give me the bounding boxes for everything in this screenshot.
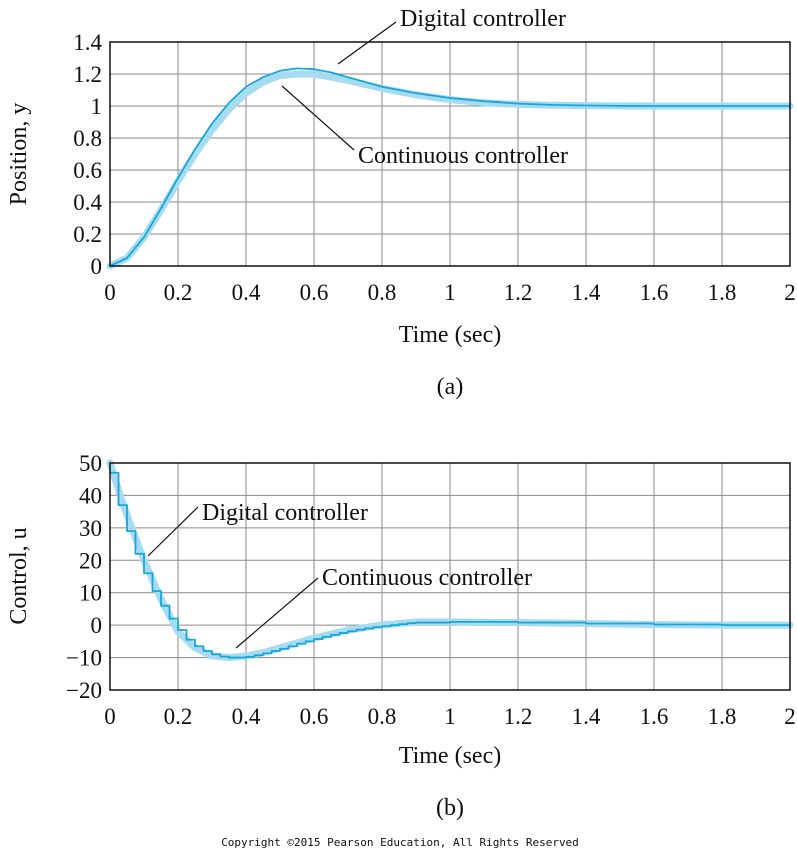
position-y-ticks: 0 0.2 0.4 0.6 0.8 1 1.2 1.4	[73, 30, 102, 279]
position-continuous-annotation: Continuous controller	[358, 143, 568, 169]
control-y-ticks: −20 −10 0 10 20 30 40 50	[66, 451, 102, 703]
control-y-tick-label: 30	[79, 516, 102, 541]
position-series	[106, 67, 794, 270]
control-x-tick-label: 1.6	[640, 704, 669, 729]
copyright-notice: Copyright ©2015 Pearson Education, All R…	[221, 836, 579, 849]
control-x-tick-label: 1.4	[572, 704, 601, 729]
position-y-axis-label: Position, y	[6, 103, 32, 206]
control-digital-annotation: Digital controller	[202, 500, 368, 526]
control-x-tick-label: 1	[444, 704, 456, 729]
control-y-tick-label: 10	[79, 581, 102, 606]
position-y-tick-label: 0.8	[73, 126, 102, 151]
control-y-tick-label: −10	[66, 646, 102, 671]
position-x-ticks: 0 0.2 0.4 0.6 0.8 1 1.2 1.4 1.6 1.8 2	[104, 280, 796, 305]
control-y-tick-label: −20	[66, 678, 102, 703]
position-x-tick-label: 0.8	[368, 280, 397, 305]
control-plot-frame	[109, 462, 791, 691]
control-continuous-leader	[235, 577, 319, 649]
control-series	[106, 459, 794, 662]
position-y-tick-label: 1.2	[73, 62, 102, 87]
position-x-tick-label: 1.8	[708, 280, 737, 305]
position-x-tick-label: 1.6	[640, 280, 669, 305]
control-y-axis-label: Control, u	[6, 527, 32, 624]
position-chart: 0 0.2 0.4 0.6 0.8 1 1.2 1.4 1.6 1.8 2 0 0.2 0.4 0.6 0.…	[6, 6, 796, 400]
control-x-tick-label: 0.8	[368, 704, 397, 729]
position-digital-series-line	[109, 67, 790, 267]
position-x-tick-label: 0.6	[300, 280, 329, 305]
control-y-tick-label: 0	[91, 613, 103, 638]
control-caption: (b)	[436, 795, 464, 821]
control-y-tick-label: 50	[79, 451, 102, 476]
position-y-tick-label: 0.4	[73, 190, 102, 215]
position-x-tick-label: 1.2	[504, 280, 533, 305]
control-continuous-annotation: Continuous controller	[322, 565, 532, 591]
position-digital-annotation: Digital controller	[400, 6, 566, 32]
position-y-tick-label: 1	[91, 94, 103, 119]
control-x-tick-label: 0.2	[164, 704, 193, 729]
control-chart: 0 0.2 0.4 0.6 0.8 1 1.2 1.4 1.6 1.8 2 −20 −10 0 10 20 3…	[6, 451, 796, 821]
control-x-tick-label: 2	[784, 704, 796, 729]
control-x-tick-label: 1.2	[504, 704, 533, 729]
control-x-tick-label: 0	[104, 704, 116, 729]
control-x-axis-label: Time (sec)	[399, 743, 501, 769]
position-x-tick-label: 2	[784, 280, 796, 305]
position-y-tick-label: 1.4	[73, 30, 102, 55]
position-y-tick-label: 0	[91, 254, 103, 279]
position-y-tick-label: 0.2	[73, 222, 102, 247]
control-digital-leader	[147, 506, 199, 557]
control-x-tick-label: 0.4	[232, 704, 261, 729]
control-x-tick-label: 0.6	[300, 704, 329, 729]
control-y-tick-label: 20	[79, 548, 102, 573]
position-digital-leader	[337, 21, 397, 65]
position-x-axis-label: Time (sec)	[399, 322, 501, 348]
position-x-tick-label: 0.2	[164, 280, 193, 305]
control-x-tick-label: 1.8	[708, 704, 737, 729]
position-y-tick-label: 0.6	[73, 158, 102, 183]
position-x-tick-label: 0.4	[232, 280, 261, 305]
position-x-tick-label: 0	[104, 280, 116, 305]
position-x-tick-label: 1.4	[572, 280, 601, 305]
control-x-ticks: 0 0.2 0.4 0.6 0.8 1 1.2 1.4 1.6 1.8 2	[104, 704, 796, 729]
position-x-tick-label: 1	[444, 280, 456, 305]
position-caption: (a)	[437, 374, 464, 400]
control-y-tick-label: 40	[79, 483, 102, 508]
control-digital-series-line	[110, 471, 790, 659]
position-plot-frame	[109, 41, 791, 267]
position-continuous-leader	[281, 85, 355, 151]
